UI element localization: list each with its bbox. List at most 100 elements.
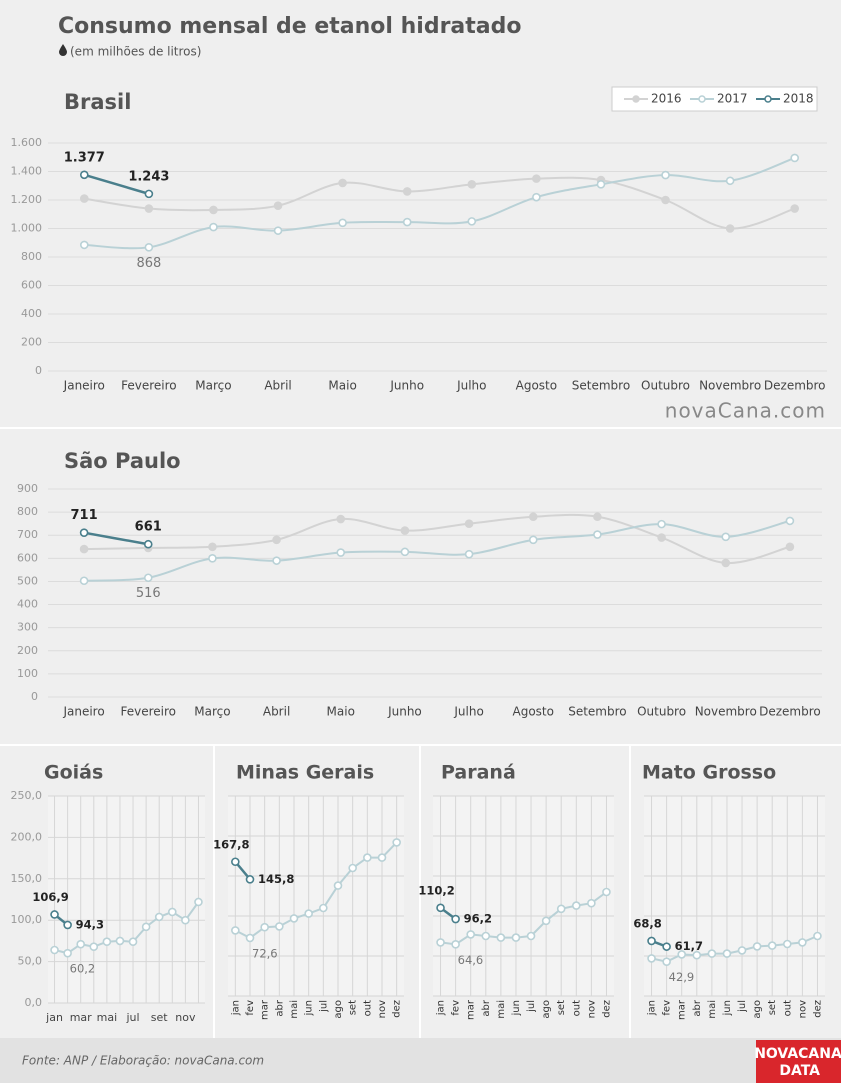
x-tick-label: jul <box>737 1000 748 1013</box>
point <box>532 174 541 183</box>
value-label: 1.377 <box>64 150 105 165</box>
point <box>50 945 59 955</box>
x-tick-label: mar <box>70 1011 92 1024</box>
x-tick-label: Abril <box>263 705 290 719</box>
point <box>692 950 702 960</box>
y-tick-label: 200 <box>21 336 42 349</box>
x-tick-label: dez <box>812 1000 823 1018</box>
x-tick-label: abr <box>274 999 285 1016</box>
point <box>363 853 372 862</box>
series-line <box>84 513 791 564</box>
point <box>662 942 671 951</box>
point <box>128 937 138 947</box>
source: Fonte: ANP / Elaboração: novaCana.com <box>22 1054 264 1068</box>
y-tick-label: 1.400 <box>11 165 43 178</box>
series-line <box>84 157 796 250</box>
chart-title: Paraná <box>441 762 516 784</box>
point <box>338 178 347 188</box>
y-tick-label: 50,0 <box>18 955 43 968</box>
x-tick-label: jan <box>230 1000 241 1016</box>
x-tick-label: jun <box>722 1000 733 1016</box>
point <box>721 532 731 542</box>
legend-label: 2018 <box>783 92 814 106</box>
y-tick-label: 700 <box>17 528 38 541</box>
y-tick-label: 250,0 <box>11 789 43 802</box>
point <box>181 915 190 925</box>
point <box>209 222 218 232</box>
point <box>541 916 551 926</box>
y-tick-label: 1.600 <box>11 136 43 149</box>
x-tick-label: set <box>348 1000 359 1015</box>
point <box>79 170 89 180</box>
point <box>721 558 731 568</box>
x-tick-label: jun <box>511 1000 522 1016</box>
point <box>304 909 313 918</box>
x-tick-label: dez <box>392 1000 403 1018</box>
logo-text: DATA <box>779 1063 820 1079</box>
point <box>467 180 477 189</box>
legend-swatch <box>764 95 772 103</box>
chart-title: São Paulo <box>64 449 181 473</box>
point <box>661 170 670 180</box>
y-tick-label: 300 <box>17 621 38 634</box>
page-title: Consumo mensal de etanol hidratado <box>58 14 521 39</box>
point <box>144 204 154 213</box>
value-label: 516 <box>136 586 161 601</box>
x-tick-label: Setembro <box>568 705 626 719</box>
x-tick-label: abr <box>481 999 492 1016</box>
point <box>209 205 218 215</box>
y-tick-label: 1.200 <box>11 193 43 206</box>
value-label: 72,6 <box>252 946 278 960</box>
x-tick-label: Maio <box>328 379 356 393</box>
x-tick-label: out <box>571 1000 582 1016</box>
point <box>273 201 283 210</box>
point <box>338 218 347 228</box>
point <box>813 931 822 941</box>
legend-swatch <box>698 95 706 103</box>
value-label: 711 <box>71 508 98 523</box>
point <box>725 224 735 233</box>
x-tick-label: abr <box>692 999 703 1016</box>
point <box>556 904 566 914</box>
point <box>466 930 476 939</box>
x-tick-label: mai <box>496 1000 507 1019</box>
point <box>707 949 717 958</box>
x-tick-label: jul <box>318 1000 329 1013</box>
value-label: 167,8 <box>213 837 249 851</box>
y-tick-label: 400 <box>17 598 38 611</box>
x-tick-label: Dezembro <box>764 379 826 393</box>
point <box>115 936 125 946</box>
point <box>752 942 762 951</box>
point <box>400 547 410 557</box>
drop-icon <box>59 44 67 56</box>
x-tick-label: Fevereiro <box>120 705 176 719</box>
point <box>79 528 89 537</box>
point <box>79 240 89 250</box>
plot-bg <box>228 796 404 996</box>
x-tick-label: jul <box>526 1000 537 1013</box>
point <box>402 187 412 196</box>
value-label: 60,2 <box>70 962 96 976</box>
x-tick-label: Outubro <box>637 705 686 719</box>
point <box>785 542 795 552</box>
footer-bg <box>0 1038 841 1083</box>
x-tick-label: mar <box>466 999 477 1020</box>
point <box>677 950 687 959</box>
x-tick-label: set <box>767 1000 778 1015</box>
x-tick-label: Junho <box>387 705 422 719</box>
value-label: 64,6 <box>458 953 484 967</box>
point <box>400 526 410 535</box>
point <box>102 937 112 947</box>
x-tick-label: Março <box>195 379 231 393</box>
x-tick-label: nov <box>797 1000 808 1018</box>
x-tick-label: Outubro <box>641 379 690 393</box>
point <box>647 936 656 946</box>
y-tick-label: 900 <box>17 482 38 495</box>
x-tick-label: fev <box>451 1000 462 1016</box>
point <box>451 940 460 949</box>
legend-swatch <box>632 95 640 103</box>
value-label: 1.243 <box>128 169 169 184</box>
point <box>511 933 521 942</box>
point <box>782 939 792 949</box>
